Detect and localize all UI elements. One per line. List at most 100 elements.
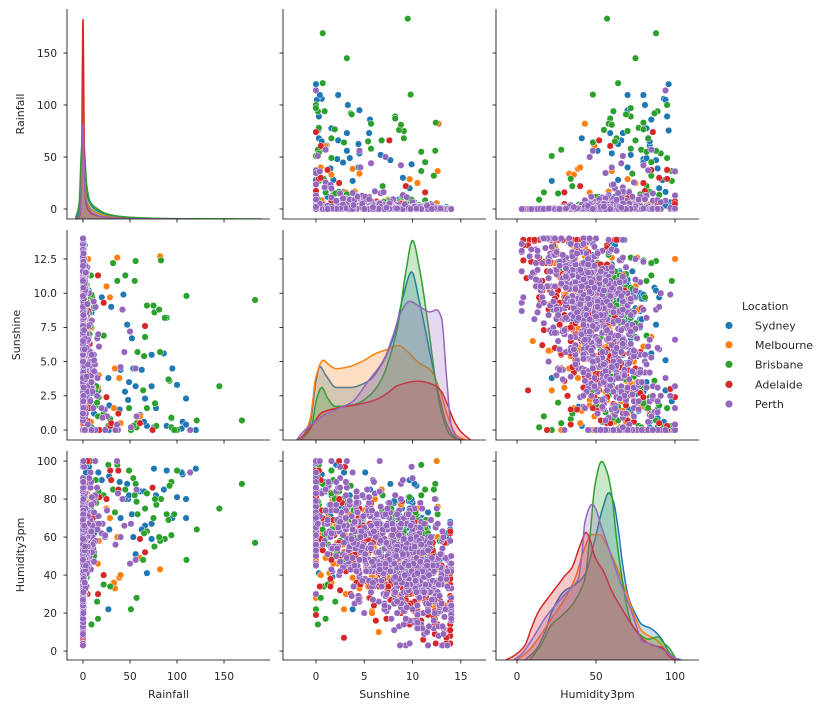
point-brisbane [378, 136, 386, 144]
panel-sunshine-vs-rainfall: 0.02.55.07.510.012.5 [34, 230, 270, 444]
panel-rainfall-vs-sunshine [279, 9, 486, 223]
point-sydney [334, 91, 342, 99]
y-tick-label: 7.5 [40, 322, 57, 334]
points-perth [312, 86, 455, 213]
point-perth [369, 203, 377, 211]
point-brisbane [251, 296, 259, 304]
point-perth [79, 262, 87, 270]
point-perth [127, 423, 135, 431]
point-brisbane [379, 182, 387, 190]
panel-kde-sunshine [279, 230, 486, 444]
point-sydney [125, 378, 133, 386]
point-brisbane [139, 386, 147, 394]
point-brisbane [627, 104, 635, 112]
point-adelaide [312, 128, 320, 136]
point-adelaide [100, 299, 108, 307]
point-sydney [128, 334, 136, 342]
plot-area [312, 15, 455, 213]
point-perth [671, 205, 679, 213]
point-sydney [343, 147, 351, 155]
point-sydney [628, 267, 636, 275]
point-sydney [665, 126, 673, 135]
point-adelaide [663, 166, 671, 174]
point-perth [393, 205, 401, 213]
point-perth [80, 326, 88, 334]
point-perth [133, 412, 141, 420]
point-perth [95, 343, 103, 351]
point-brisbane [132, 257, 140, 265]
point-sydney [655, 184, 663, 192]
point-perth [321, 183, 329, 191]
kde-fill-adelaide [77, 19, 154, 219]
kde-fill-brisbane [301, 240, 458, 440]
point-perth [117, 363, 125, 371]
point-sydney [614, 176, 622, 184]
point-sydney [548, 177, 556, 185]
point-perth [81, 426, 89, 434]
point-sydney [608, 149, 616, 157]
point-perth [83, 373, 91, 381]
pairplot-grid: 0501001500.02.55.07.510.012.502040608010… [34, 9, 699, 683]
point-perth [367, 159, 375, 167]
panel-sunshine-vs-humidity3pm [492, 230, 699, 444]
point-brisbane [182, 292, 190, 300]
point-sydney [148, 382, 156, 390]
point-perth [661, 86, 670, 94]
point-perth [619, 152, 627, 160]
point-brisbane [327, 154, 335, 162]
point-perth [113, 420, 121, 429]
point-melbourne [576, 163, 584, 171]
plot-area [518, 234, 679, 434]
point-perth [132, 364, 140, 373]
point-sydney [104, 374, 112, 382]
point-melbourne [327, 171, 335, 179]
point-perth [639, 205, 647, 213]
kde-curve-perth [77, 123, 192, 219]
point-brisbane [321, 107, 329, 115]
point-perth [312, 86, 320, 94]
point-melbourne [113, 254, 121, 262]
point-adelaide [149, 426, 157, 434]
point-sydney [365, 129, 373, 137]
point-perth [84, 420, 92, 429]
kde-fill-sydney [301, 272, 463, 440]
point-sydney [654, 164, 662, 172]
point-melbourne [102, 282, 111, 290]
y-tick-label: 50 [44, 152, 57, 164]
point-perth [339, 194, 347, 202]
point-adelaide [317, 142, 325, 150]
point-brisbane [540, 188, 548, 196]
point-adelaide [335, 179, 343, 187]
point-brisbane [631, 54, 640, 62]
point-perth [614, 189, 622, 197]
kde-curve-melbourne [300, 344, 467, 440]
point-melbourne [110, 404, 118, 412]
point-sydney [354, 140, 363, 148]
point-brisbane [608, 121, 616, 129]
point-sydney [141, 395, 149, 403]
point-sydney [344, 101, 352, 109]
point-perth [654, 205, 662, 213]
point-perth [90, 367, 98, 375]
point-brisbane [568, 182, 576, 190]
point-brisbane [404, 15, 412, 23]
point-brisbane [548, 152, 556, 160]
point-perth [312, 180, 320, 189]
point-brisbane [193, 416, 201, 424]
kde-fill-adelaide [298, 381, 471, 440]
point-perth [86, 397, 94, 405]
point-brisbane [215, 382, 223, 390]
point-melbourne [624, 175, 632, 183]
point-brisbane [238, 416, 246, 424]
point-perth [79, 234, 87, 243]
point-perth [80, 249, 88, 258]
point-perth [79, 358, 87, 366]
point-brisbane [109, 259, 117, 267]
kde-curve-adelaide [298, 380, 472, 440]
point-melbourne [115, 374, 123, 382]
point-perth [89, 404, 97, 412]
point-brisbane [663, 154, 671, 162]
points-brisbane [535, 15, 676, 213]
point-perth [83, 300, 91, 308]
